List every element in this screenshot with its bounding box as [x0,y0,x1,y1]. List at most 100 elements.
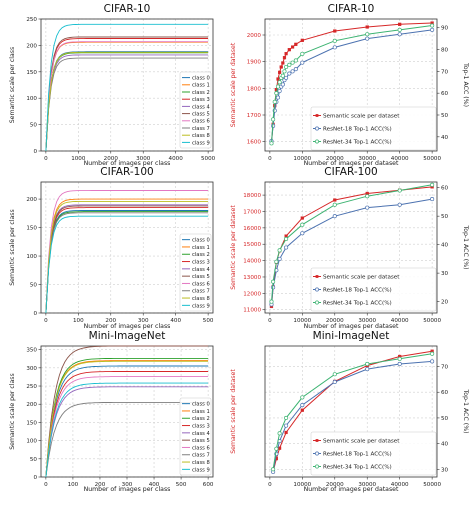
legend-label-6: class 6 [192,119,210,125]
x-tick-label-4: 400 [149,482,160,488]
x-tick-label-0: 0 [268,156,272,162]
y-tick-label-1: 50 [30,457,38,463]
series-0-point-13 [300,38,304,42]
series-0-point-10 [287,48,291,52]
chart-title: CIFAR-100 [324,166,377,178]
plot-frame [40,18,214,152]
legend-label-3: class 3 [192,423,210,429]
x-tick-label-4: 40000 [391,318,409,324]
series-line-1 [271,198,433,305]
plot-frame [264,181,438,314]
series-1-point-12 [293,67,298,72]
series-1-point-4 [284,245,289,250]
series-2-point-8 [397,188,402,193]
legend-label-8: class 8 [192,460,210,466]
x-tick-label-0: 0 [44,482,48,488]
series-0-point-12 [294,42,298,46]
x-tick-label-3: 300 [138,318,149,324]
x-tick-label-0: 0 [44,156,48,162]
series-1-point-13 [300,60,305,65]
x-tick-label-2: 20000 [326,318,344,324]
series-2-point-6 [365,361,370,367]
y-axis-label: Semantic scale per class [9,47,16,124]
series-line-9 [45,382,209,478]
x-axis-label: Number of images per dataset [304,160,399,167]
series-1-point-4 [300,403,305,408]
legend-marker-0 [315,275,319,278]
y-tick-label-2: 13000 [243,275,261,281]
legend-label-2: class 2 [192,416,210,422]
y-right-tick-label-2: 50 [441,416,449,422]
y-right-tick-label-5: 90 [441,26,449,32]
legend-box [179,397,212,476]
legend-marker-2 [315,139,319,144]
y-axis-label: Semantic scale per class [9,373,16,450]
legend-label-2: ResNet-34 Top-1 ACC(%) [323,300,392,306]
chart-title: CIFAR-10 [104,3,151,15]
y-tick-label-6: 17000 [243,209,261,215]
series-line-5 [45,205,209,314]
y-right-tick-label-0: 40 [441,135,449,141]
series-0-point-7 [281,61,285,65]
series-0-point-15 [365,25,369,29]
x-tick-label-4: 40000 [391,156,409,162]
series-line-0 [45,210,209,314]
legend-label-1: ResNet-18 Top-1 ACC(%) [323,451,392,457]
legend-box [310,431,437,476]
series-line-7 [45,57,209,152]
series-0-point-14 [333,29,337,33]
series-2-point-5 [332,372,337,377]
series-0-point-6 [333,198,337,202]
legend-label-7: class 7 [192,289,210,295]
legend-box [310,267,437,312]
x-tick-label-2: 200 [105,318,116,324]
legend-label-4: class 4 [192,431,211,437]
y-right-tick-label-1: 50 [441,113,449,119]
y-tick-label-7: 350 [26,348,37,354]
x-tick-label-3: 30000 [358,482,376,488]
series-2-point-4 [300,395,305,400]
x-tick-label-3: 30000 [358,318,376,324]
series-line-3 [45,38,209,152]
x-tick-label-0: 0 [44,318,48,324]
series-line-1 [45,198,209,314]
series-2-point-17 [430,23,435,28]
series-2-point-8 [430,351,435,356]
y-axis-label-right: Top-1 ACC (%) [462,224,469,269]
legend-label-0: class 0 [192,238,210,244]
series-1-point-8 [397,202,402,207]
x-tick-label-5: 50000 [423,482,441,488]
legend-label-2: class 2 [192,252,210,258]
x-tick-label-1: 100 [73,318,84,324]
legend-label-8: class 8 [192,133,210,139]
series-2-point-8 [282,69,287,74]
y-tick-label-2: 100 [26,254,37,260]
y-right-tick-label-0: 20 [441,300,449,306]
series-1-point-4 [275,95,281,100]
series-1-point-7 [280,82,285,87]
series-2-point-4 [284,236,289,242]
legend-label-2: ResNet-34 Top-1 ACC(%) [323,464,392,470]
y-tick-label-4: 200 [26,43,37,49]
series-line-2 [271,184,433,302]
series-0-point-8 [282,56,287,60]
y-tick-label-1: 50 [30,123,38,129]
series-2-point-5 [277,80,282,85]
legend-label-6: class 6 [192,281,210,287]
legend-label-9: class 9 [192,140,210,146]
series-1-point-11 [290,69,295,74]
y-tick-label-3: 150 [26,70,37,76]
legend-marker-2 [315,464,319,469]
series-1-point-3 [284,423,289,428]
legend-label-9: class 9 [192,303,210,309]
x-tick-label-2: 20000 [326,482,344,488]
plot-frame [264,345,438,478]
series-line-2 [45,211,209,314]
y-right-tick-label-4: 80 [441,48,449,54]
series-line-2 [45,52,209,152]
series-1-point-10 [287,71,292,76]
legend-label-0: class 0 [192,76,210,82]
